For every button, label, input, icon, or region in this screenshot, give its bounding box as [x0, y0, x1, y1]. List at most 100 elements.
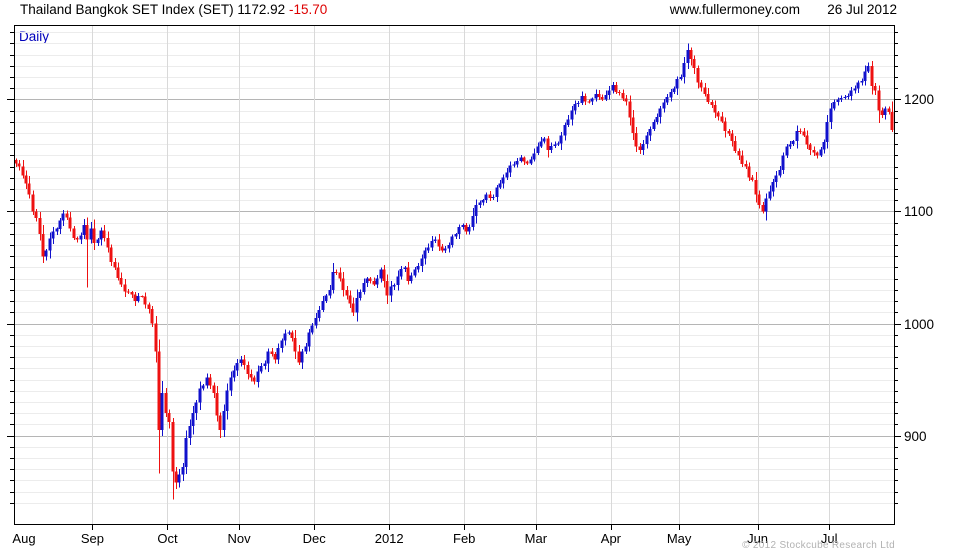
- candle: [300, 348, 304, 370]
- x-axis-label: Oct: [157, 531, 178, 546]
- candle: [266, 348, 270, 372]
- candle: [692, 55, 696, 75]
- candle-body: [341, 278, 345, 291]
- candle: [85, 217, 89, 288]
- candle-body: [433, 239, 437, 241]
- candle-body: [617, 91, 621, 93]
- candle-body: [819, 149, 823, 156]
- candle: [600, 94, 604, 102]
- candle-body: [263, 363, 267, 367]
- candle-body: [276, 347, 280, 360]
- candle: [675, 76, 679, 95]
- candle: [553, 141, 557, 149]
- candle: [99, 227, 103, 246]
- candle-body: [396, 276, 400, 286]
- candle: [55, 227, 59, 235]
- x-axis-label: Mar: [525, 531, 548, 546]
- x-axis-label: Dec: [303, 531, 327, 546]
- candle: [515, 157, 519, 168]
- candle: [140, 295, 144, 298]
- candle: [368, 277, 372, 284]
- candle-body: [713, 105, 717, 113]
- candle: [611, 82, 615, 94]
- candle: [604, 90, 608, 102]
- candle: [856, 80, 860, 93]
- candle-body: [662, 102, 666, 109]
- website-label: www.fullermoney.com: [669, 2, 800, 17]
- candle-body: [699, 82, 703, 88]
- candle-body: [382, 269, 386, 281]
- candle: [420, 254, 424, 272]
- candle: [788, 141, 792, 149]
- candle: [730, 130, 734, 147]
- candle: [126, 288, 130, 294]
- candle-body: [65, 213, 69, 218]
- candle: [785, 144, 789, 159]
- candle: [396, 270, 400, 291]
- candle: [713, 100, 717, 118]
- candle-body: [883, 108, 887, 116]
- candle: [580, 91, 584, 106]
- candle: [171, 418, 175, 500]
- candle: [754, 172, 758, 203]
- candle: [740, 150, 744, 168]
- candle: [106, 231, 110, 253]
- candle-body: [75, 237, 79, 240]
- candle-body: [733, 140, 737, 151]
- candle-body: [174, 471, 178, 483]
- candle: [488, 190, 492, 202]
- candle: [812, 146, 816, 157]
- candle-body: [802, 131, 806, 136]
- candle: [450, 234, 454, 248]
- candle-body: [832, 102, 836, 109]
- candle: [757, 190, 761, 209]
- candle: [716, 110, 720, 121]
- candle-body: [464, 224, 468, 232]
- candle: [795, 125, 799, 149]
- candle-body: [645, 135, 649, 145]
- candle-body: [246, 365, 250, 374]
- candle-body: [478, 202, 482, 206]
- candle: [307, 328, 311, 352]
- candle-body: [576, 102, 580, 104]
- candle-body: [730, 133, 734, 141]
- candle-body: [519, 157, 523, 161]
- candle-body: [358, 292, 362, 299]
- candle-body: [836, 99, 840, 102]
- candle: [44, 249, 48, 261]
- candle-body: [123, 284, 127, 292]
- candle: [212, 382, 216, 399]
- candle: [843, 95, 847, 100]
- candle-body: [501, 177, 505, 184]
- candle-body: [457, 226, 461, 234]
- candle-body: [406, 267, 410, 281]
- candle: [433, 236, 437, 244]
- candle: [423, 247, 427, 265]
- candle: [229, 371, 233, 397]
- candle-body: [866, 65, 870, 72]
- candle: [263, 360, 267, 370]
- candle-body: [208, 377, 212, 386]
- candle: [750, 175, 754, 182]
- candle: [457, 224, 461, 239]
- candle: [542, 136, 546, 144]
- candle: [484, 192, 488, 203]
- candle: [638, 142, 642, 154]
- candle: [747, 162, 751, 181]
- candle: [853, 85, 857, 94]
- candle-body: [536, 146, 540, 154]
- candle-body: [740, 155, 744, 164]
- candle-body: [304, 346, 308, 352]
- candle: [365, 277, 369, 287]
- candle-body: [184, 437, 188, 467]
- candle-body: [594, 93, 598, 99]
- candle-body: [761, 204, 765, 212]
- candle: [846, 93, 850, 100]
- candle: [164, 387, 168, 418]
- instrument-name: Thailand Bangkok SET Index (SET): [20, 2, 234, 17]
- candle-body: [365, 278, 369, 283]
- candle-body: [825, 121, 829, 143]
- candle-body: [355, 298, 359, 313]
- candle-body: [215, 392, 219, 416]
